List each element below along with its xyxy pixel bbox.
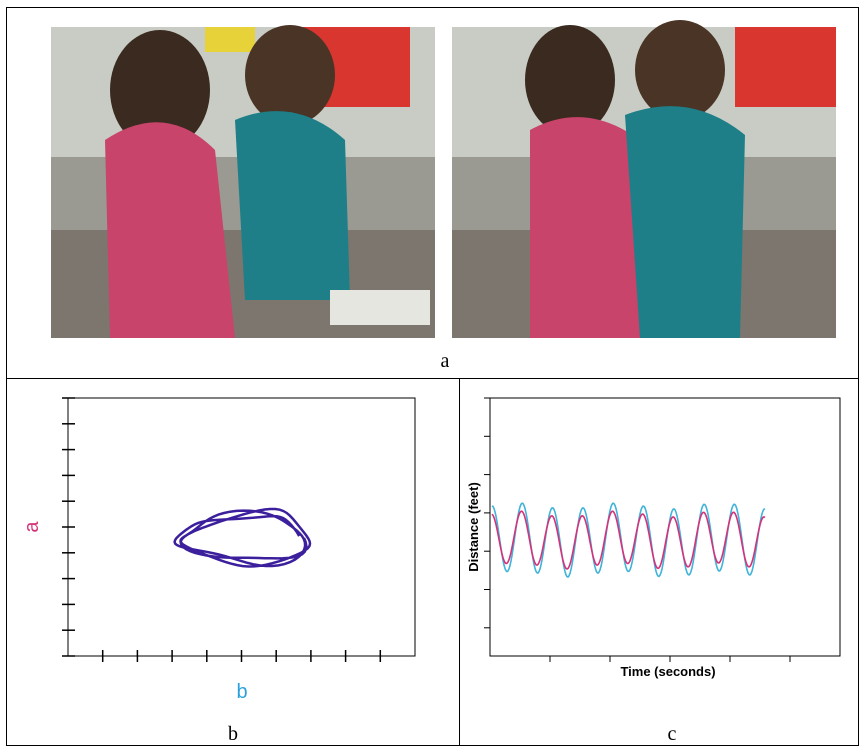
- panel-label: a: [441, 350, 450, 372]
- photo-left: [51, 25, 435, 338]
- panel-label: b: [228, 723, 238, 745]
- x-axis-label: b: [236, 681, 247, 703]
- photo-right: [452, 20, 836, 338]
- y-axis-label: a: [21, 521, 43, 533]
- plot-b: [62, 398, 415, 662]
- panel-label: c: [668, 723, 677, 745]
- trajectory: [175, 509, 310, 567]
- figure: a a b b Distance (feet) Time (seconds) c: [0, 0, 866, 751]
- x-axis-label: Time (seconds): [620, 664, 715, 679]
- plot-frame: [68, 398, 415, 656]
- curve: [492, 503, 765, 577]
- plot-frame: [490, 398, 840, 656]
- y-axis-label: Distance (feet): [466, 482, 481, 572]
- plot-c: [484, 398, 840, 662]
